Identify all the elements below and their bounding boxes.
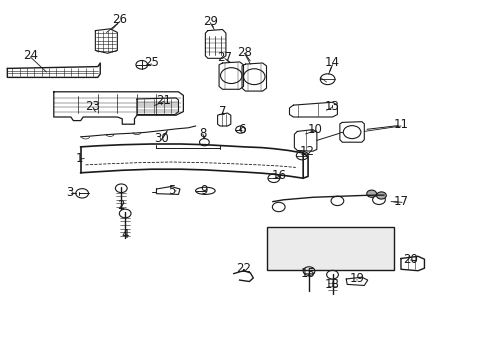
Text: 18: 18 [325, 278, 339, 291]
Text: 19: 19 [349, 273, 364, 285]
Text: 11: 11 [393, 118, 407, 131]
Text: 27: 27 [217, 51, 232, 64]
Text: 25: 25 [144, 57, 159, 69]
Text: 13: 13 [325, 100, 339, 113]
Circle shape [376, 192, 386, 199]
Text: 5: 5 [168, 184, 176, 197]
Text: 16: 16 [271, 169, 285, 182]
Text: 26: 26 [112, 13, 127, 26]
Circle shape [366, 190, 376, 197]
Text: 10: 10 [307, 123, 322, 136]
Text: 7: 7 [218, 105, 226, 118]
Text: 9: 9 [200, 184, 208, 197]
Text: 24: 24 [23, 49, 38, 62]
Text: 12: 12 [299, 145, 314, 158]
Text: 4: 4 [121, 228, 129, 240]
Bar [266, 227, 393, 270]
Text: 21: 21 [156, 94, 171, 107]
Text: 29: 29 [203, 15, 217, 28]
Text: 28: 28 [237, 46, 251, 59]
Text: 6: 6 [238, 123, 245, 136]
Text: 2: 2 [117, 199, 125, 212]
Text: 1: 1 [75, 152, 83, 165]
Text: 17: 17 [393, 195, 407, 208]
Text: 3: 3 [65, 186, 73, 199]
Text: 15: 15 [300, 267, 315, 280]
Text: 20: 20 [403, 253, 417, 266]
Text: 8: 8 [199, 127, 206, 140]
Text: 22: 22 [236, 262, 250, 275]
Text: 23: 23 [85, 100, 100, 113]
Text: 14: 14 [325, 57, 339, 69]
Text: 30: 30 [154, 132, 168, 145]
